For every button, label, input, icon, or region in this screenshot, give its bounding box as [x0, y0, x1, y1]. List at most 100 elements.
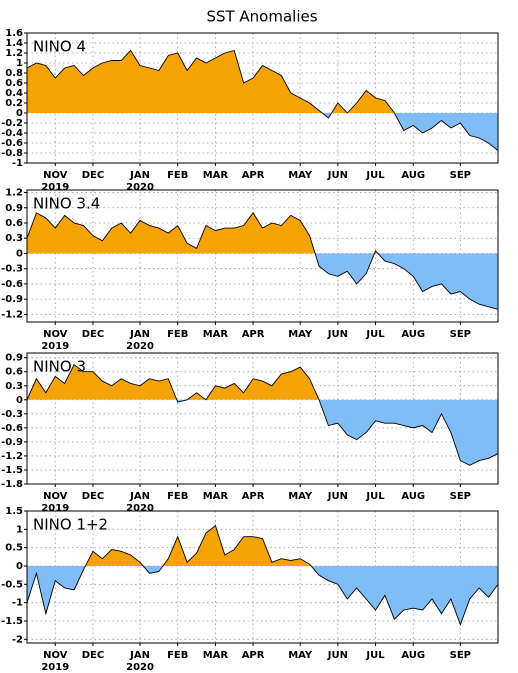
x-year-label: 2019 [41, 341, 69, 352]
x-year-label: 2020 [126, 662, 154, 673]
x-tick-label: AUG [401, 491, 425, 502]
y-tick-label: 0 [16, 108, 23, 119]
x-tick-label: FEB [167, 170, 188, 181]
x-tick-label: AUG [401, 329, 425, 340]
x-tick-label: NOV [43, 491, 68, 502]
x-tick-label: SEP [450, 491, 471, 502]
y-tick-label: -1 [12, 158, 23, 169]
y-tick-label: 0.6 [5, 367, 23, 378]
x-tick-label: SEP [450, 329, 471, 340]
positive-area [27, 50, 498, 113]
y-tick-label: 0.3 [5, 381, 23, 392]
negative-area [27, 399, 498, 466]
panel-title: NINO 4 [33, 38, 86, 56]
x-tick-label: AUG [401, 170, 425, 181]
panel-title: NINO 3.4 [33, 195, 100, 213]
x-tick-label: APR [242, 650, 265, 661]
x-tick-label: JUN [327, 329, 348, 340]
x-tick-label: MAY [288, 650, 313, 661]
y-tick-label: -0.2 [1, 118, 23, 129]
positive-area [27, 364, 320, 400]
x-tick-label: NOV [43, 170, 68, 181]
y-tick-label: 0.9 [5, 353, 23, 364]
negative-area [27, 253, 498, 310]
x-year-label: 2019 [41, 182, 69, 193]
y-tick-label: 1 [16, 58, 23, 69]
x-tick-label: MAR [203, 329, 229, 340]
positive-area [27, 525, 498, 566]
y-tick-label: -0.8 [1, 148, 23, 159]
line [26, 49, 499, 151]
x-tick-label: NOV [43, 329, 68, 340]
x-tick-label: FEB [167, 491, 188, 502]
line [26, 524, 499, 626]
x-tick-label: MAY [288, 170, 313, 181]
negative-area [27, 113, 498, 151]
x-year-label: 2020 [126, 503, 154, 514]
y-tick-label: 1 [16, 524, 23, 535]
x-tick-label: JAN [129, 329, 150, 340]
y-tick-label: 0.3 [5, 233, 23, 244]
plot-frame [26, 352, 499, 485]
x-tick-label: FEB [167, 650, 188, 661]
y-tick-label: -1.2 [1, 451, 23, 462]
x-tick-label: NOV [43, 650, 68, 661]
x-tick-label: SEP [450, 170, 471, 181]
x-tick-label: JUN [327, 170, 348, 181]
x-tick-label: JUL [365, 650, 385, 661]
x-tick-label: SEP [450, 650, 471, 661]
x-tick-label: FEB [167, 329, 188, 340]
plot-frame [26, 189, 499, 323]
x-year-label: 2019 [41, 662, 69, 673]
negative-area [27, 566, 498, 625]
y-tick-label: 1.5 [5, 506, 23, 517]
y-tick-label: -0.9 [1, 294, 23, 305]
panel-title: NINO 3 [33, 358, 86, 376]
y-tick-label: 0.8 [5, 68, 23, 79]
x-year-label: 2020 [126, 341, 154, 352]
chart-title: SST Anomalies [206, 8, 317, 26]
x-tick-label: APR [242, 491, 265, 502]
x-year-label: 2019 [41, 503, 69, 514]
y-tick-label: -0.6 [1, 423, 23, 434]
y-tick-label: -1 [12, 598, 23, 609]
x-tick-label: APR [242, 329, 265, 340]
x-tick-label: DEC [82, 170, 104, 181]
x-tick-label: DEC [82, 650, 104, 661]
x-tick-label: JAN [129, 170, 150, 181]
y-tick-label: 0.5 [5, 543, 23, 554]
y-tick-label: -1.5 [1, 465, 23, 476]
y-tick-label: -1.2 [1, 309, 23, 320]
x-tick-label: MAY [288, 491, 313, 502]
x-tick-label: APR [242, 170, 265, 181]
x-tick-label: JAN [129, 491, 150, 502]
x-tick-label: JAN [129, 650, 150, 661]
line [26, 212, 499, 310]
y-tick-label: -0.6 [1, 138, 23, 149]
positive-area [27, 212, 378, 254]
y-tick-label: -1.8 [1, 479, 23, 490]
plot-frame [26, 32, 499, 164]
plot-frame [26, 510, 499, 644]
y-tick-label: -0.5 [1, 579, 23, 590]
x-tick-label: JUL [365, 491, 385, 502]
y-tick-label: 1.4 [5, 38, 23, 49]
x-tick-label: DEC [82, 329, 104, 340]
y-tick-label: 0.4 [5, 88, 23, 99]
y-tick-label: 0.6 [5, 78, 23, 89]
y-tick-label: -1.5 [1, 616, 23, 627]
x-tick-label: JUL [365, 329, 385, 340]
y-tick-label: -2 [12, 634, 23, 645]
y-tick-label: 0 [16, 395, 23, 406]
y-tick-label: -0.4 [1, 128, 23, 139]
y-tick-label: 0.9 [5, 203, 23, 214]
y-tick-label: -0.6 [1, 279, 23, 290]
x-tick-label: MAR [203, 650, 229, 661]
line [26, 364, 499, 466]
y-tick-label: -0.9 [1, 437, 23, 448]
y-tick-label: 1.6 [5, 28, 23, 39]
x-tick-label: MAR [203, 491, 229, 502]
x-tick-label: JUN [327, 650, 348, 661]
panel-title: NINO 1+2 [33, 516, 108, 534]
